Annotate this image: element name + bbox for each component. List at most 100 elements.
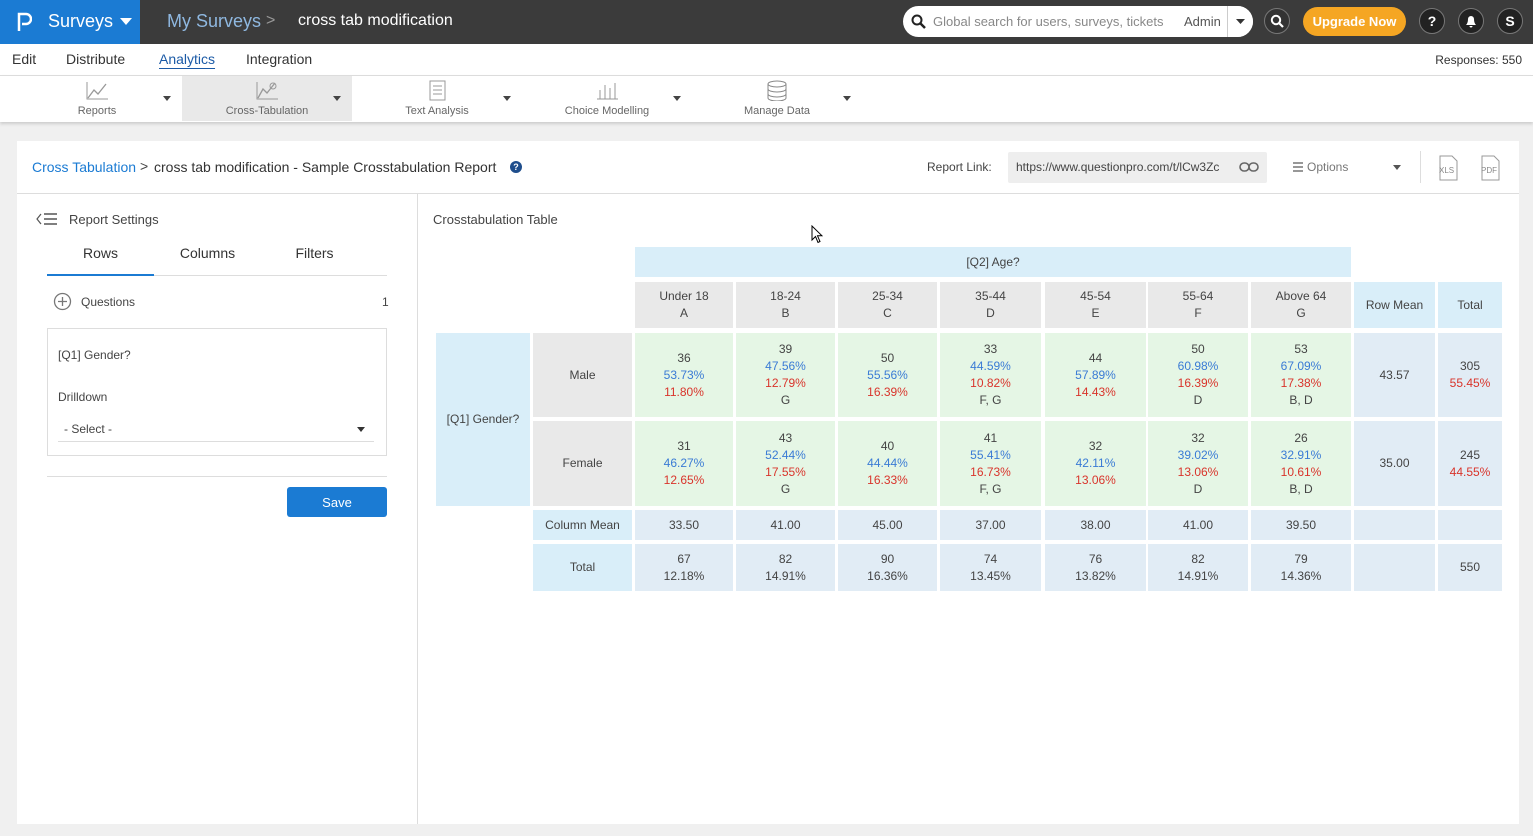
count: 39 <box>779 341 792 358</box>
column-header: Under 18A <box>635 282 733 328</box>
nav-item[interactable]: Analytics <box>159 51 215 67</box>
column-percent: 57.89% <box>1075 367 1116 384</box>
toolbar-label: Text Analysis <box>352 105 522 117</box>
questions-label: Questions <box>81 295 135 309</box>
caret <box>673 96 681 101</box>
column-percent: 60.98% <box>1178 358 1219 375</box>
nav-item[interactable]: Edit <box>12 51 36 67</box>
link-icon[interactable] <box>1239 161 1259 173</box>
column-total-cell: 8214.91% <box>736 544 835 591</box>
search-icon <box>1270 14 1284 28</box>
help-button[interactable]: ? <box>1419 8 1445 34</box>
table-title: Crosstabulation Table <box>433 212 558 227</box>
save-button[interactable]: Save <box>287 487 387 517</box>
add-icon[interactable] <box>53 292 72 311</box>
column-total: 90 <box>881 551 894 568</box>
app-menu[interactable]: Surveys <box>0 0 140 44</box>
caret <box>120 18 132 26</box>
row-header: Total <box>533 544 632 591</box>
column-label: 55-64 <box>1183 288 1214 305</box>
column-header: 55-64F <box>1148 282 1248 328</box>
column-label: 35-44 <box>975 288 1006 305</box>
count: 33 <box>984 341 997 358</box>
column-label: 18-24 <box>770 288 801 305</box>
export-button[interactable]: XLS <box>1437 155 1459 181</box>
nav-item[interactable]: Distribute <box>66 51 125 67</box>
column-mean-cell: 41.00 <box>736 510 835 540</box>
column-header: 25-34C <box>838 282 937 328</box>
empty-cell <box>1438 510 1502 540</box>
totals-label: Total <box>570 559 595 576</box>
caret <box>1393 165 1401 170</box>
breadcrumb-link[interactable]: Cross Tabulation <box>32 159 136 175</box>
settings-tab[interactable]: Filters <box>261 245 368 276</box>
column-total: 82 <box>1191 551 1204 568</box>
settings-title: Report Settings <box>69 212 159 227</box>
toolbar-item[interactable]: Choice Modelling <box>522 76 692 121</box>
count: 53 <box>1294 341 1307 358</box>
report-link-field[interactable]: https://www.questionpro.com/t/lCw3Zc <box>1008 152 1267 183</box>
help-icon[interactable]: ? <box>510 161 522 173</box>
empty-cell <box>1354 544 1435 591</box>
column-header: Above 64G <box>1251 282 1351 328</box>
data-cell: 5055.56%16.39% <box>838 333 937 417</box>
cursor <box>811 225 823 244</box>
breadcrumb-link[interactable]: My Surveys <box>167 11 261 32</box>
drilldown-label: Drilldown <box>58 390 107 404</box>
data-cell: 4457.89%14.43% <box>1045 333 1146 417</box>
toolbar-item[interactable]: Reports <box>12 76 182 121</box>
column-total-cell: 7914.36% <box>1251 544 1351 591</box>
column-total: 82 <box>779 551 792 568</box>
column-header: 35-44D <box>940 282 1041 328</box>
data-cell: 3653.73%11.80% <box>635 333 733 417</box>
nav-item[interactable]: Integration <box>246 51 312 67</box>
notifications-button[interactable] <box>1458 8 1484 34</box>
collapse-icon[interactable] <box>36 212 58 226</box>
export-button[interactable]: PDF <box>1479 155 1501 181</box>
column-mean-label: Column Mean <box>545 517 620 534</box>
count: 31 <box>677 438 690 455</box>
column-question: [Q2] Age? <box>635 247 1351 277</box>
options-dropdown[interactable]: Options <box>1285 152 1403 183</box>
survey-name: cross tab modification <box>298 12 453 30</box>
search-placeholder: Global search for users, surveys, ticket… <box>933 14 1163 29</box>
column-total-percent: 12.18% <box>664 568 705 585</box>
count: 40 <box>881 438 894 455</box>
row-mean-cell: 43.57 <box>1354 333 1435 417</box>
toolbar-item[interactable]: Manage Data <box>692 76 862 121</box>
significance: D <box>1194 481 1203 498</box>
toolbar-icon <box>256 80 279 101</box>
upgrade-button[interactable]: Upgrade Now <box>1303 7 1406 36</box>
data-cell: 3242.11%13.06% <box>1045 421 1146 506</box>
separator: > <box>266 12 275 30</box>
column-label: Above 64 <box>1276 288 1327 305</box>
user-button[interactable]: S <box>1497 8 1523 34</box>
row-percent: 12.65% <box>664 472 705 489</box>
column-total: 67 <box>677 551 690 568</box>
divider <box>417 193 418 824</box>
column-total-percent: 13.45% <box>970 568 1011 585</box>
column-total: 79 <box>1294 551 1307 568</box>
toolbar-label: Reports <box>12 105 182 117</box>
column-letter: C <box>883 305 892 322</box>
column-percent: 32.91% <box>1281 447 1322 464</box>
drilldown-select[interactable]: - Select - <box>58 416 374 442</box>
significance: F, G <box>979 392 1001 409</box>
search-button[interactable] <box>1264 8 1290 34</box>
count: 43 <box>779 430 792 447</box>
column-letter: B <box>781 305 789 322</box>
toolbar-item[interactable]: Text Analysis <box>352 76 522 121</box>
toolbar-icon <box>766 80 789 101</box>
settings-tab[interactable]: Rows <box>47 245 154 276</box>
column-label: 25-34 <box>872 288 903 305</box>
significance: F, G <box>979 481 1001 498</box>
row-percent: 13.06% <box>1178 464 1219 481</box>
search-scope[interactable]: Admin <box>1184 14 1221 29</box>
search-box[interactable]: Global search for users, surveys, ticket… <box>903 6 1253 37</box>
row-header: Female <box>533 421 632 506</box>
column-mean-cell: 38.00 <box>1045 510 1146 540</box>
column-percent: 53.73% <box>664 367 705 384</box>
toolbar-item[interactable]: Cross-Tabulation <box>182 76 352 121</box>
significance: G <box>781 392 790 409</box>
settings-tab[interactable]: Columns <box>154 245 261 276</box>
